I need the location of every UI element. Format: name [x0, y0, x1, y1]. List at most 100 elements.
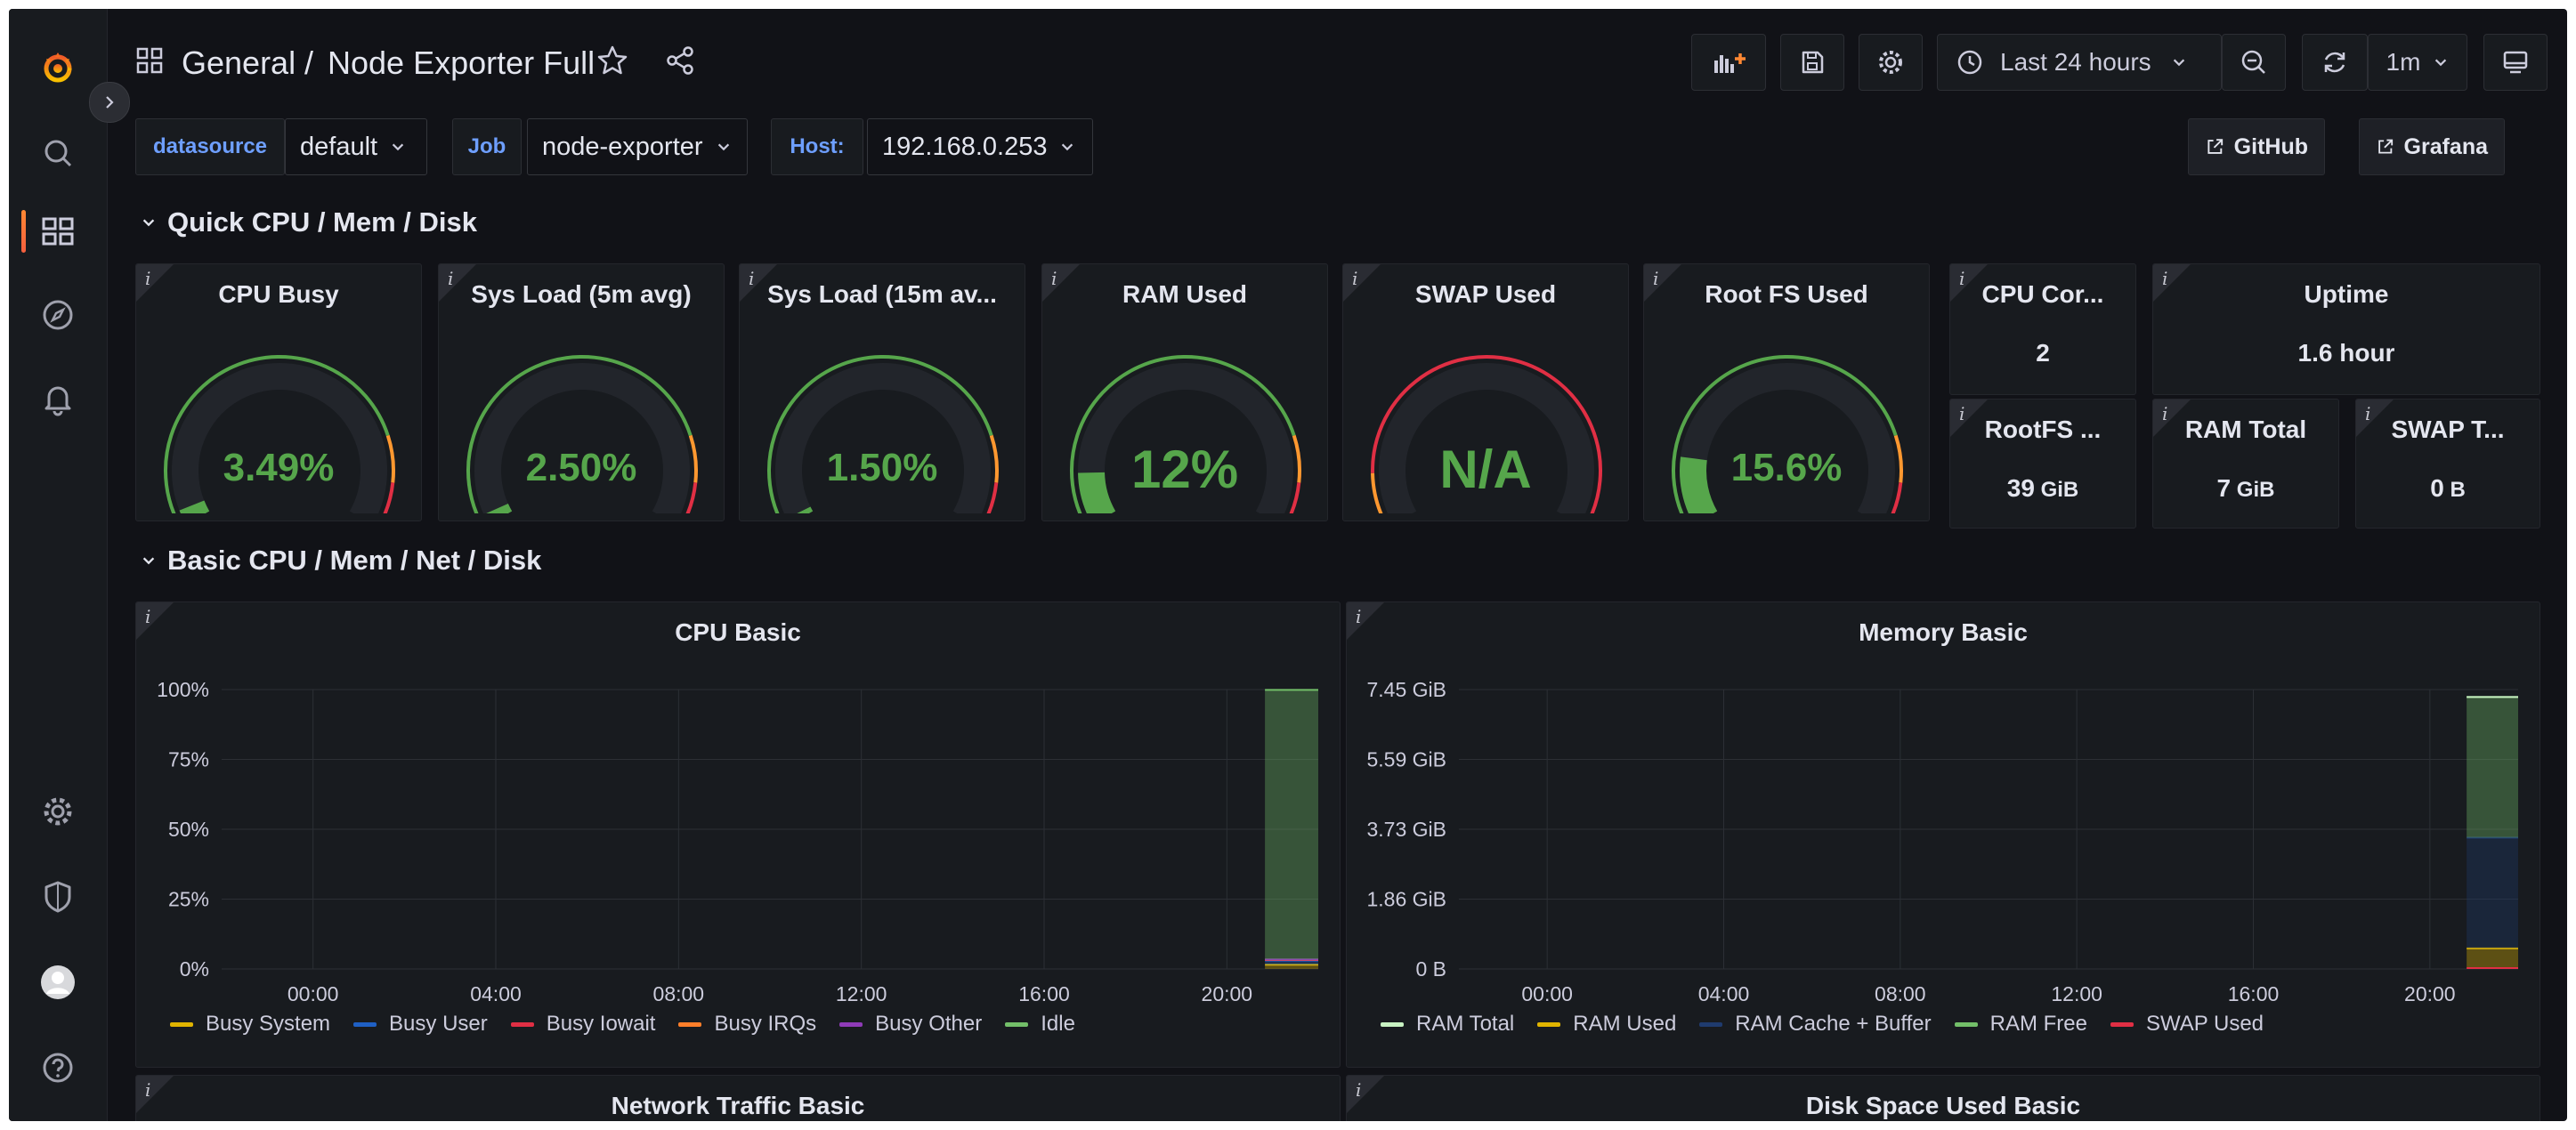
zoom-out-button[interactable] [2222, 34, 2286, 91]
breadcrumb-folder[interactable]: General [182, 44, 296, 81]
star-icon[interactable] [596, 44, 628, 77]
legend-item[interactable]: Busy IRQs [678, 1012, 816, 1037]
github-link-button[interactable]: GitHub [2188, 118, 2325, 175]
dashboard-title[interactable]: Node Exporter Full [328, 44, 595, 81]
legend-item[interactable]: Busy Iowait [510, 1012, 655, 1037]
panel-title: Root FS Used [1705, 280, 1868, 308]
variable-select-datasource[interactable]: default [285, 118, 427, 175]
legend-item[interactable]: SWAP Used [2110, 1012, 2264, 1037]
stat-number: 7 [2216, 474, 2232, 502]
panel-title: RAM Used [1122, 280, 1247, 308]
timeseries-panel-memory-basic[interactable]: i Memory Basic 0 B 1.86 GiB 3.73 GiB 5.59 G… [1346, 601, 2540, 1068]
variable-label-host: Host: [771, 118, 863, 175]
time-picker-button[interactable]: Last 24 hours [1937, 34, 2222, 91]
variable-label-job: Job [452, 118, 522, 175]
info-icon[interactable]: i [1352, 268, 1358, 289]
info-icon[interactable]: i [749, 268, 755, 289]
gauge-panel[interactable]: i Sys Load (5m avg) 2.50% [438, 263, 725, 521]
info-icon[interactable]: i [1051, 268, 1057, 289]
legend-label: Busy User [389, 1012, 488, 1036]
expand-menu-button[interactable] [89, 82, 130, 123]
avatar[interactable] [9, 956, 107, 1009]
save-dashboard-button[interactable] [1780, 34, 1844, 91]
timeseries-panel-network-traffic-basic[interactable]: i Network Traffic Basic [135, 1075, 1341, 1121]
legend-swatch [1005, 1021, 1029, 1027]
cpu-basic-chart[interactable]: 0% 25% 50% 75% 100% 00:00 04:00 08:00 12:00 16:00… [136, 602, 1341, 1003]
memory-basic-chart[interactable]: 0 B 1.86 GiB 3.73 GiB 5.59 GiB 7.45 GiB 00:00… [1347, 602, 2540, 1003]
legend-item[interactable]: RAM Free [1954, 1012, 2087, 1037]
info-icon[interactable]: i [1959, 268, 1965, 289]
info-icon[interactable]: i [2162, 403, 2168, 424]
chevron-down-icon [142, 557, 155, 565]
legend-swatch [1537, 1021, 1561, 1027]
gear-icon[interactable] [9, 785, 107, 838]
legend-item[interactable]: Busy User [353, 1012, 488, 1037]
grafana-logo-icon[interactable] [9, 41, 107, 94]
legend-swatch [1954, 1021, 1978, 1027]
row-header-quick[interactable]: Quick CPU / Mem / Disk [141, 206, 477, 238]
stat-panel-swap-total[interactable]: i SWAP T... 0 B [2355, 399, 2540, 529]
stat-panel-rootfs-total[interactable]: i RootFS ... 39 GiB [1949, 399, 2136, 529]
legend-label: Busy IRQs [714, 1012, 817, 1036]
info-icon[interactable]: i [145, 606, 151, 627]
stat-panel-ram-total[interactable]: i RAM Total 7 GiB [2152, 399, 2339, 529]
chevron-down-icon [142, 219, 155, 227]
info-icon[interactable]: i [1356, 606, 1362, 627]
variable-value-datasource: default [300, 132, 378, 161]
legend-item[interactable]: RAM Total [1381, 1012, 1514, 1037]
explore-icon[interactable] [9, 288, 107, 342]
stat-panel-cpu-cores[interactable]: i CPU Cor... 2 [1949, 263, 2136, 395]
x-tick-label: 04:00 [470, 982, 522, 1003]
info-icon[interactable]: i [2365, 403, 2371, 424]
grafana-link-button[interactable]: Grafana [2359, 118, 2505, 175]
info-icon[interactable]: i [145, 1079, 151, 1101]
area-segment [2467, 948, 2518, 969]
timeseries-panel-cpu-basic[interactable]: i CPU Basic 0% 25% 50% 75% 100% 00:00 04:00 08:… [135, 601, 1341, 1068]
variable-select-host[interactable]: 192.168.0.253 [867, 118, 1093, 175]
info-icon[interactable]: i [145, 268, 151, 289]
stat-panel-uptime[interactable]: i Uptime 1.6 hour [2152, 263, 2540, 395]
y-tick-label: 0% [180, 957, 209, 981]
dashboard-settings-button[interactable] [1859, 34, 1923, 91]
stat-number: 0 [2430, 474, 2444, 502]
gauge-panel[interactable]: i Root FS Used 15.6% [1643, 263, 1930, 521]
gauge-panel[interactable]: i RAM Used 12% [1041, 263, 1328, 521]
legend-item[interactable]: RAM Cache + Buffer [1699, 1012, 1932, 1037]
refresh-interval-picker[interactable]: 1m [2368, 34, 2467, 91]
row-header-basic[interactable]: Basic CPU / Mem / Net / Disk [141, 545, 541, 577]
timeseries-panel-disk-space-used-basic[interactable]: i Disk Space Used Basic [1346, 1075, 2540, 1121]
dashboards-icon[interactable] [9, 205, 107, 258]
legend-swatch [2110, 1021, 2134, 1027]
info-icon[interactable]: i [448, 268, 454, 289]
info-icon[interactable]: i [2162, 268, 2168, 289]
panel-title: SWAP T... [2391, 416, 2505, 443]
gauge-panel[interactable]: i Sys Load (15m av... 1.50% [739, 263, 1025, 521]
legend-item[interactable]: Busy System [170, 1012, 330, 1037]
legend-item[interactable]: RAM Used [1537, 1012, 1676, 1037]
area-segment [1265, 690, 1318, 960]
info-icon[interactable]: i [1959, 403, 1965, 424]
x-tick-label: 04:00 [1698, 982, 1750, 1003]
gauge-arc [1070, 355, 1301, 513]
x-tick-label: 08:00 [1875, 982, 1926, 1003]
help-icon[interactable] [9, 1041, 107, 1094]
add-panel-button[interactable] [1691, 34, 1766, 91]
search-icon[interactable] [9, 126, 107, 180]
shield-icon[interactable] [9, 870, 107, 924]
gauge-value: 3.49% [223, 446, 335, 489]
y-tick-label: 5.59 GiB [1367, 748, 1447, 771]
share-icon[interactable] [664, 44, 696, 77]
variable-select-job[interactable]: node-exporter [527, 118, 748, 175]
alerting-bell-icon[interactable] [9, 372, 107, 425]
gauge-panel[interactable]: i CPU Busy 3.49% [135, 263, 422, 521]
add-panel-icon [1714, 53, 1746, 73]
legend-item[interactable]: Idle [1005, 1012, 1075, 1037]
tv-mode-button[interactable] [2483, 34, 2548, 91]
legend-item[interactable]: Busy Other [839, 1012, 982, 1037]
refresh-button[interactable] [2302, 34, 2368, 91]
info-icon[interactable]: i [1356, 1079, 1362, 1101]
chevron-down-icon [2435, 59, 2447, 67]
info-icon[interactable]: i [1653, 268, 1659, 289]
gauge-value: 1.50% [826, 446, 938, 489]
gauge-panel[interactable]: i SWAP Used N/A [1342, 263, 1629, 521]
